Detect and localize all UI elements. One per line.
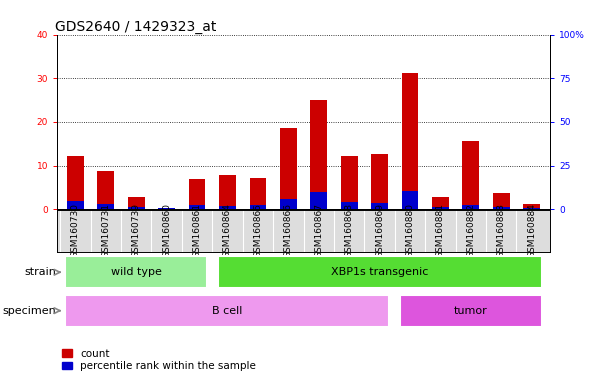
Bar [280,129,297,209]
Text: GSM160883: GSM160883 [497,203,505,258]
FancyBboxPatch shape [400,295,542,326]
Bar [249,178,266,209]
Bar [523,204,540,209]
Bar [189,205,206,209]
Bar [97,171,114,209]
Text: GSM160880: GSM160880 [406,203,415,258]
Text: GSM160884: GSM160884 [527,204,536,258]
Bar [67,156,84,209]
Text: GSM160861: GSM160861 [192,203,201,258]
Text: GSM160882: GSM160882 [466,204,475,258]
Text: GSM160864: GSM160864 [223,204,232,258]
Bar [249,205,266,209]
FancyBboxPatch shape [218,257,542,288]
Bar [493,207,510,209]
Text: tumor: tumor [454,306,487,316]
Bar [341,156,358,209]
Text: GSM160881: GSM160881 [436,203,445,258]
Text: GSM160865: GSM160865 [254,203,263,258]
Bar [158,208,175,209]
Bar [189,179,206,209]
Bar [341,202,358,209]
FancyBboxPatch shape [66,257,207,288]
Bar [219,175,236,209]
Bar [219,206,236,209]
Text: GSM160867: GSM160867 [314,203,323,258]
Legend: count, percentile rank within the sample: count, percentile rank within the sample [63,349,256,371]
Bar [310,192,327,209]
Text: GSM160869: GSM160869 [375,203,384,258]
Bar [523,208,540,209]
Bar [401,73,418,209]
Bar [158,207,175,209]
Text: GDS2640 / 1429323_at: GDS2640 / 1429323_at [55,20,216,33]
Text: GSM160731: GSM160731 [102,203,110,258]
Bar [432,207,449,209]
Text: GSM160868: GSM160868 [344,203,353,258]
Bar [310,100,327,209]
Bar [128,207,145,209]
Text: GSM160866: GSM160866 [284,203,293,258]
Text: strain: strain [25,267,56,277]
Text: specimen: specimen [3,306,56,316]
Text: XBP1s transgenic: XBP1s transgenic [331,267,429,277]
Bar [97,204,114,209]
Bar [280,199,297,209]
Text: GSM160860: GSM160860 [162,203,171,258]
Bar [432,197,449,209]
Bar [371,203,388,209]
Bar [128,197,145,209]
Bar [462,205,479,209]
Bar [401,192,418,209]
Text: GSM160739: GSM160739 [132,203,141,258]
FancyBboxPatch shape [66,295,389,326]
Text: GSM160730: GSM160730 [71,203,80,258]
Text: B cell: B cell [212,306,243,316]
Bar [371,154,388,209]
Bar [493,193,510,209]
Text: wild type: wild type [111,267,162,277]
Bar [67,201,84,209]
Bar [462,141,479,209]
